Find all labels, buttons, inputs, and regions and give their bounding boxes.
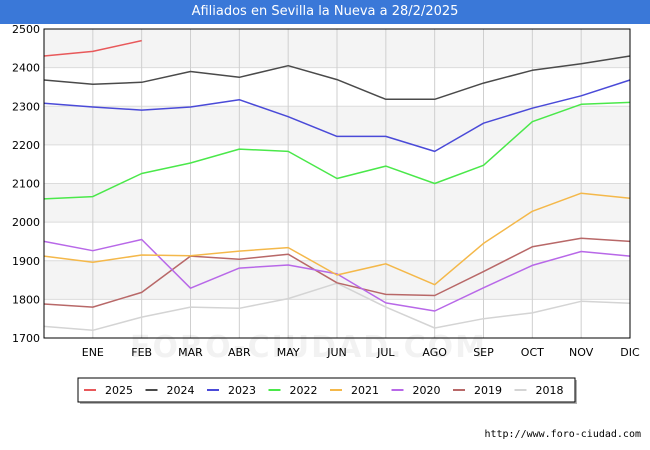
y-tick-label: 2300 [12,100,40,113]
legend-label-2021: 2021 [351,384,379,397]
legend-label-2019: 2019 [474,384,502,397]
legend-label-2020: 2020 [413,384,441,397]
series-line-2024 [43,55,631,101]
legend-label-2024: 2024 [167,384,195,397]
y-tick-label: 2500 [12,23,40,36]
legend-label-2022: 2022 [290,384,318,397]
watermark: FORO-CIUDAD.COM [130,330,487,365]
series-line-2022 [43,101,631,200]
x-tick-label: OCT [521,346,544,359]
y-tick-label: 1800 [12,293,40,306]
x-tick-label: ABR [228,346,251,359]
series-line-2019 [43,237,631,308]
legend-label-2025: 2025 [105,384,133,397]
x-tick-label: AGO [422,346,447,359]
x-tick-label: JUN [326,346,347,359]
y-tick-label: 1900 [12,255,40,268]
x-tick-label: FEB [131,346,152,359]
y-axis-ticks: 1700 1800 1900 2000 2100 2200 2300 2400 2500 [12,23,40,345]
legend: 2025 2024 2023 2022 2021 2020 2019 2018 [77,377,577,404]
legend-label-2023: 2023 [228,384,256,397]
x-tick-label: NOV [569,346,594,359]
y-tick-label: 1700 [12,332,40,345]
chart-title: Afiliados en Sevilla la Nueva a 28/2/202… [0,0,650,24]
source-url[interactable]: http://www.foro-ciudad.com [484,429,641,440]
x-tick-label: JUL [376,346,395,359]
y-tick-label: 2100 [12,178,40,191]
y-tick-label: 2000 [12,216,40,229]
series-line-2025 [43,39,142,57]
x-tick-label: MAY [277,346,300,359]
x-axis-ticks: ENE FEB MAR ABR MAY JUN JUL AGO SEP OCT NOV DIC [82,346,640,359]
x-tick-label: SEP [473,346,494,359]
legend-box [77,377,576,403]
x-tick-label: DIC [620,346,640,359]
series-line-2020 [43,238,631,312]
series-line-2021 [43,192,631,286]
y-tick-label: 2200 [12,139,40,152]
x-tick-label: ENE [82,346,104,359]
series-lines [43,39,631,332]
legend-label-2018: 2018 [536,384,564,397]
series-line-2023 [43,79,631,153]
plot-border [43,28,631,339]
x-tick-label: MAR [178,346,203,359]
y-tick-label: 2400 [12,62,40,75]
